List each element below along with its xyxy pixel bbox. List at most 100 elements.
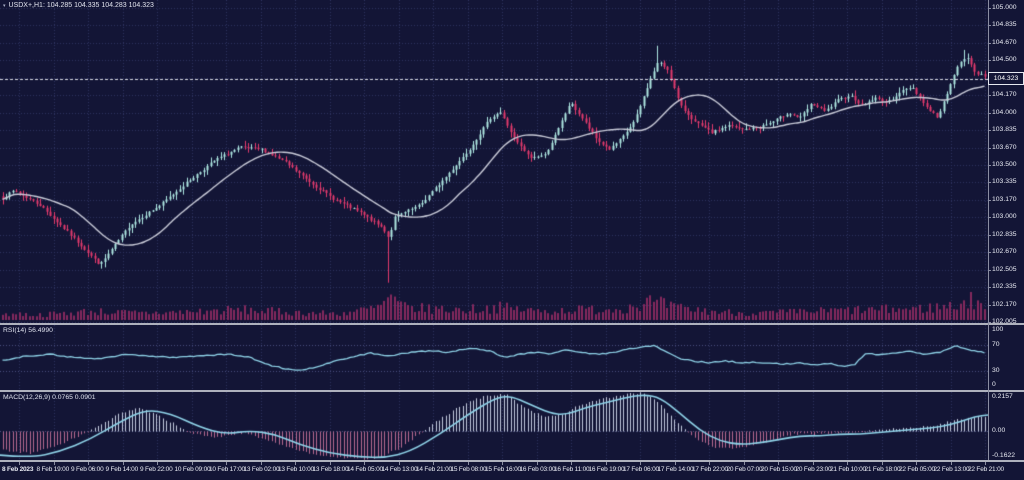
axis-tick	[261, 462, 262, 465]
axis-tick	[813, 462, 814, 465]
axis-tick	[709, 462, 710, 465]
axis-tick	[54, 462, 55, 465]
price-axis-label: 103.335	[992, 178, 1017, 186]
time-axis-label: 10 Feb 17:00	[209, 466, 245, 473]
current-price-badge: 104.323	[988, 72, 1024, 85]
axis-tick	[640, 462, 641, 465]
axis-tick	[988, 95, 991, 97]
time-axis-label: 17 Feb 22:00	[692, 466, 728, 473]
axis-tick	[744, 462, 745, 465]
axis-tick	[157, 462, 158, 465]
macd-axis-label: 0.2157	[992, 393, 1013, 400]
axis-tick	[988, 269, 991, 271]
price-axis-label: 102.005	[992, 317, 1017, 325]
price-axis-label: 103.170	[992, 195, 1017, 203]
price-axis-label: 104.500	[992, 56, 1017, 64]
axis-tick	[988, 130, 991, 132]
axis-tick	[468, 462, 469, 465]
time-axis-label: 9 Feb 22:00	[140, 466, 173, 473]
axis-tick	[988, 60, 991, 62]
time-axis-label: 16 Feb 19:00	[588, 466, 625, 473]
price-axis-label: 103.500	[992, 160, 1017, 168]
macd-indicator-chart[interactable]	[0, 392, 988, 460]
time-axis-label: 21 Feb 18:00	[864, 466, 901, 473]
axis-tick	[502, 462, 503, 465]
axis-tick	[988, 217, 991, 219]
time-axis-label: 14 Feb 21:00	[416, 466, 452, 473]
axis-tick	[847, 462, 848, 465]
time-axis-label: 9 Feb 06:00	[71, 466, 104, 473]
axis-tick	[985, 462, 986, 465]
time-axis-label: 20 Feb 15:00	[761, 466, 797, 473]
rsi-axis-label: 70	[992, 340, 1000, 348]
panel-separator-main-rsi[interactable]	[0, 323, 1024, 325]
time-axis[interactable]: 8 Feb 2023 8 Feb 19:00 9 Feb 06:00 9 Feb 14…	[0, 462, 1024, 480]
price-axis-label: 103.835	[992, 126, 1017, 134]
price-axis-label: 102.505	[992, 265, 1017, 273]
time-axis-label: 22 Feb 21:00	[968, 466, 1004, 473]
macd-indicator-label: MACD(12,26,9) 0.0765 0.0901	[3, 394, 96, 401]
axis-tick	[988, 147, 991, 149]
axis-tick	[988, 182, 991, 184]
chart-title: ▾ USDX+,H1: 104.285 104.335 104.283 104.…	[3, 2, 154, 9]
axis-tick	[675, 462, 676, 465]
rsi-axis[interactable]: 100 70 30 0	[989, 0, 1024, 462]
axis-tick	[571, 462, 572, 465]
axis-tick	[399, 462, 400, 465]
price-axis-label: 105.000	[992, 4, 1017, 11]
time-axis-label: 13 Feb 18:00	[312, 466, 349, 473]
price-axis-label: 102.670	[992, 248, 1017, 256]
axis-tick	[606, 462, 607, 465]
main-price-chart[interactable]	[0, 0, 988, 323]
axis-tick	[916, 462, 917, 465]
axis-tick	[433, 462, 434, 465]
chart-title-text: USDX+,H1: 104.285 104.335 104.283 104.32…	[8, 2, 154, 9]
axis-tick	[988, 234, 991, 236]
panel-separator-macd-time[interactable]	[0, 460, 1024, 462]
axis-tick	[123, 462, 124, 465]
time-axis-label: 9 Feb 14:00	[105, 466, 139, 473]
axis-tick	[192, 462, 193, 465]
time-axis-label: 13 Feb 02:00	[243, 466, 280, 473]
time-axis-label: 20 Feb 23:00	[795, 466, 832, 473]
time-axis-label: 15 Feb 16:00	[485, 466, 521, 473]
price-axis-label: 104.835	[992, 21, 1017, 29]
time-axis-label: 17 Feb 06:00	[623, 466, 659, 473]
time-axis-label: 17 Feb 14:00	[657, 466, 694, 473]
axis-tick	[295, 462, 296, 465]
axis-tick	[330, 462, 331, 465]
macd-axis-label: 0.00	[992, 426, 1006, 434]
macd-axis-label: -0.1622	[992, 452, 1016, 459]
axis-tick	[226, 462, 227, 465]
rsi-axis-label: 0	[992, 381, 996, 388]
time-axis-label: 8 Feb 2023	[2, 466, 34, 473]
time-axis-label: 14 Feb 05:00	[347, 466, 383, 473]
price-axis-border	[988, 0, 989, 460]
panel-separator-rsi-macd[interactable]	[0, 390, 1024, 392]
axis-tick	[988, 287, 991, 289]
axis-tick	[988, 42, 991, 44]
axis-tick	[537, 462, 538, 465]
axis-tick	[988, 112, 991, 114]
time-axis-label: 13 Feb 10:00	[278, 466, 314, 473]
axis-tick	[19, 462, 20, 465]
time-axis-label: 8 Feb 19:00	[36, 466, 70, 473]
macd-axis[interactable]: 0.2157 0.00 -0.1622	[989, 0, 1024, 462]
axis-tick	[951, 462, 952, 465]
symbol-marker-icon: ▾	[3, 2, 6, 9]
axis-tick	[882, 462, 883, 465]
time-axis-label: 22 Feb 05:00	[899, 466, 935, 473]
price-axis-label: 102.335	[992, 283, 1017, 291]
axis-tick	[988, 252, 991, 254]
rsi-axis-label: 100	[992, 326, 1004, 333]
time-axis-label: 10 Feb 09:00	[174, 466, 211, 473]
rsi-indicator-label: RSI(14) 56.4990	[3, 327, 53, 334]
price-axis-label: 103.670	[992, 143, 1017, 151]
rsi-indicator-chart[interactable]	[0, 325, 988, 390]
time-axis-label: 16 Feb 11:00	[554, 466, 590, 473]
axis-tick	[988, 164, 991, 166]
time-axis-label: 16 Feb 03:00	[519, 466, 556, 473]
time-axis-label: 15 Feb 08:00	[450, 466, 487, 473]
axis-tick	[988, 199, 991, 201]
